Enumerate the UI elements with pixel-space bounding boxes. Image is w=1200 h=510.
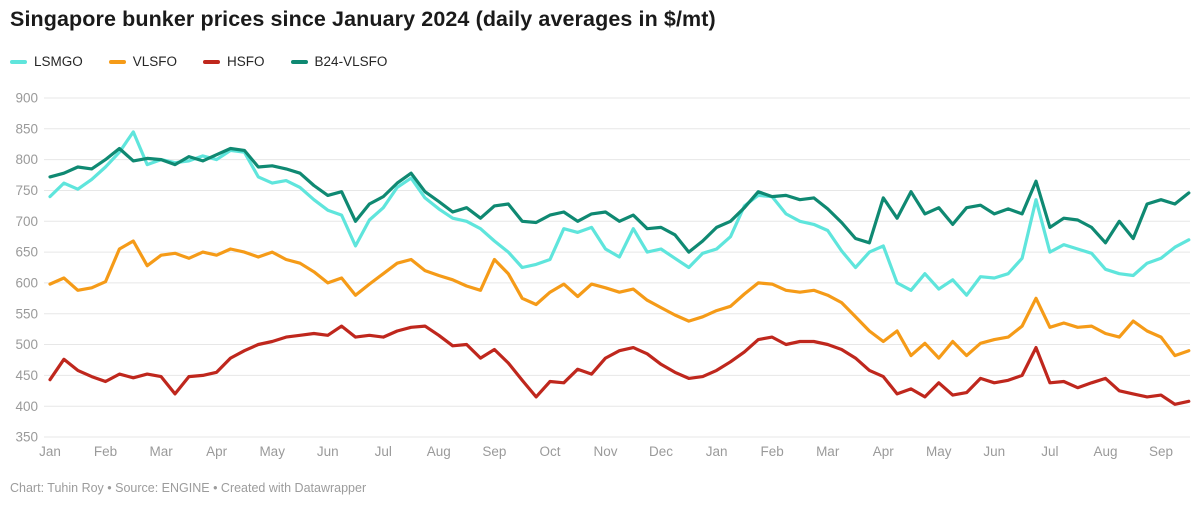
x-axis-label: Feb bbox=[94, 444, 117, 459]
x-axis-label: Oct bbox=[539, 444, 560, 459]
y-axis-label: 400 bbox=[15, 399, 38, 414]
x-axis-label: Jan bbox=[39, 444, 61, 459]
x-axis-label: Aug bbox=[427, 444, 451, 459]
chart-attribution: Chart: Tuhin Roy • Source: ENGINE • Crea… bbox=[10, 481, 367, 495]
series-line-lsmgo bbox=[48, 130, 1191, 297]
legend-label-lsmgo: LSMGO bbox=[34, 54, 83, 69]
y-axis-label: 550 bbox=[15, 306, 38, 321]
y-axis-label: 500 bbox=[15, 337, 38, 352]
series-line-b24-vlsfo bbox=[48, 146, 1191, 254]
x-axis-label: Aug bbox=[1093, 444, 1117, 459]
legend-label-vlsfo: VLSFO bbox=[132, 54, 178, 69]
y-axis-label: 450 bbox=[15, 368, 38, 383]
x-axis-label: Feb bbox=[760, 444, 783, 459]
series-line-vlsfo bbox=[48, 239, 1191, 360]
x-axis-label: Apr bbox=[873, 444, 895, 459]
legend-item-hsfo: HSFO bbox=[203, 54, 265, 69]
x-axis-label: Jan bbox=[706, 444, 728, 459]
chart-title: Singapore bunker prices since January 20… bbox=[10, 7, 716, 31]
series-line-hsfo bbox=[48, 324, 1191, 406]
y-axis-label: 800 bbox=[15, 152, 38, 167]
x-axis-label: Sep bbox=[1149, 444, 1173, 459]
legend-swatch-vlsfo bbox=[108, 59, 126, 64]
legend-swatch-hsfo bbox=[203, 59, 221, 64]
x-axis-label: May bbox=[259, 444, 285, 459]
legend-swatch-lsmgo bbox=[10, 59, 27, 64]
x-axis-label: Jun bbox=[983, 444, 1005, 459]
x-axis-label: Sep bbox=[482, 444, 506, 459]
legend-item-lsmgo: LSMGO bbox=[10, 54, 83, 69]
y-axis-label: 750 bbox=[15, 183, 38, 198]
y-axis-label: 900 bbox=[15, 91, 38, 106]
x-axis-label: May bbox=[926, 444, 952, 459]
x-axis-label: Mar bbox=[816, 444, 840, 459]
legend-item-vlsfo: VLSFO bbox=[108, 54, 178, 69]
x-axis-label: Jul bbox=[375, 444, 392, 459]
x-axis-label: Mar bbox=[149, 444, 173, 459]
legend-item-b24-vlsfo: B24-VLSFO bbox=[290, 54, 388, 69]
x-axis-label: Nov bbox=[593, 444, 617, 459]
x-axis-label: Dec bbox=[649, 444, 673, 459]
y-axis-label: 850 bbox=[15, 121, 38, 136]
y-axis-label: 350 bbox=[15, 430, 38, 445]
x-axis-label: Jun bbox=[317, 444, 339, 459]
x-axis-label: Apr bbox=[206, 444, 228, 459]
x-axis-label: Jul bbox=[1041, 444, 1058, 459]
y-axis-label: 650 bbox=[15, 245, 38, 260]
legend-label-b24-vlsfo: B24-VLSFO bbox=[314, 54, 388, 69]
legend-swatch-b24-vlsfo bbox=[290, 59, 308, 64]
chart-legend: LSMGO VLSFO HSFO B24-VLSFO bbox=[10, 54, 413, 69]
y-axis-label: 600 bbox=[15, 276, 38, 291]
y-axis-label: 700 bbox=[15, 214, 38, 229]
legend-label-hsfo: HSFO bbox=[227, 54, 265, 69]
